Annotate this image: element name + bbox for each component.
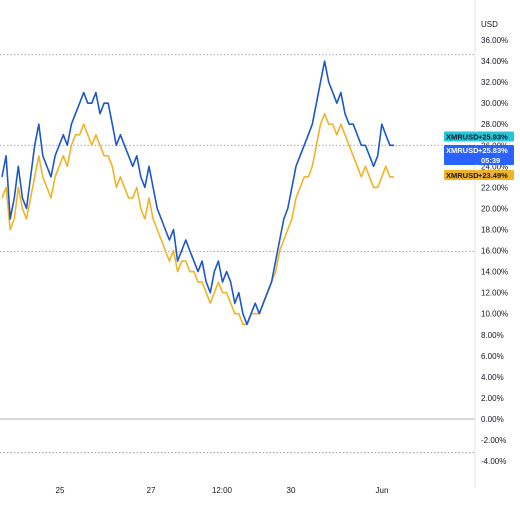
price-tag-value: +23.49%	[478, 171, 508, 180]
price-tag-value: +25.83%	[478, 146, 508, 155]
y-axis-ticks[interactable]: 36.00%34.00%32.00%30.00%28.00%26.00%24.0…	[481, 36, 508, 466]
price-tag: XMRUSD +23.49%	[444, 170, 514, 180]
y-tick-label: 22.00%	[481, 183, 508, 192]
price-tag: XMRUSD +25.93%	[444, 131, 514, 142]
price-tag-value: +25.93%	[478, 133, 508, 142]
y-tick-label: 0.00%	[481, 415, 504, 424]
y-tick-label: 34.00%	[481, 57, 508, 66]
price-tag-symbol: XMRUSD	[446, 133, 479, 142]
x-tick-label: 25	[56, 486, 65, 495]
y-tick-label: 28.00%	[481, 120, 508, 129]
price-tag: XMRUSD +25.83%05:39	[444, 145, 514, 165]
x-tick-label: 30	[287, 486, 296, 495]
price-tag-symbol-bg	[444, 131, 476, 142]
y-tick-label: 14.00%	[481, 268, 508, 277]
currency-label: USD	[481, 20, 498, 29]
y-tick-label: 2.00%	[481, 394, 504, 403]
y-tick-label: 6.00%	[481, 352, 504, 361]
price-tag-symbol: XMRUSD	[446, 146, 479, 155]
y-tick-label: 16.00%	[481, 247, 508, 256]
grid-lines	[0, 54, 475, 454]
price-tag-value-bg	[476, 131, 514, 142]
y-tick-label: 8.00%	[481, 331, 504, 340]
y-tick-label: 20.00%	[481, 204, 508, 213]
y-tick-label: 36.00%	[481, 36, 508, 45]
y-tick-label: 18.00%	[481, 226, 508, 235]
series-line-gold	[1, 112, 394, 326]
y-tick-label: -2.00%	[481, 436, 506, 445]
y-tick-label: 12.00%	[481, 289, 508, 298]
price-tag-value-bg	[476, 145, 514, 165]
y-tick-label: 10.00%	[481, 310, 508, 319]
price-tag-value-bg	[476, 170, 514, 180]
x-axis-ticks[interactable]: 25 27 12:00 30 Jun	[56, 486, 389, 495]
x-tick-label: 12:00	[212, 486, 233, 495]
price-tag-symbol-bg	[444, 170, 476, 180]
series-group	[1, 60, 394, 326]
y-tick-label: -4.00%	[481, 457, 506, 466]
y-tick-label: 24.00%	[481, 162, 508, 171]
price-tag-symbol: XMRUSD	[446, 171, 479, 180]
y-tick-label: 4.00%	[481, 373, 504, 382]
x-tick-label: Jun	[376, 486, 389, 495]
price-tag-symbol-bg	[444, 145, 476, 165]
x-tick-label: 27	[147, 486, 156, 495]
series-line-blue	[1, 60, 394, 326]
y-tick-label: 30.00%	[481, 99, 508, 108]
price-tag-timer: 05:39	[481, 156, 500, 165]
y-tick-label: 32.00%	[481, 78, 508, 87]
